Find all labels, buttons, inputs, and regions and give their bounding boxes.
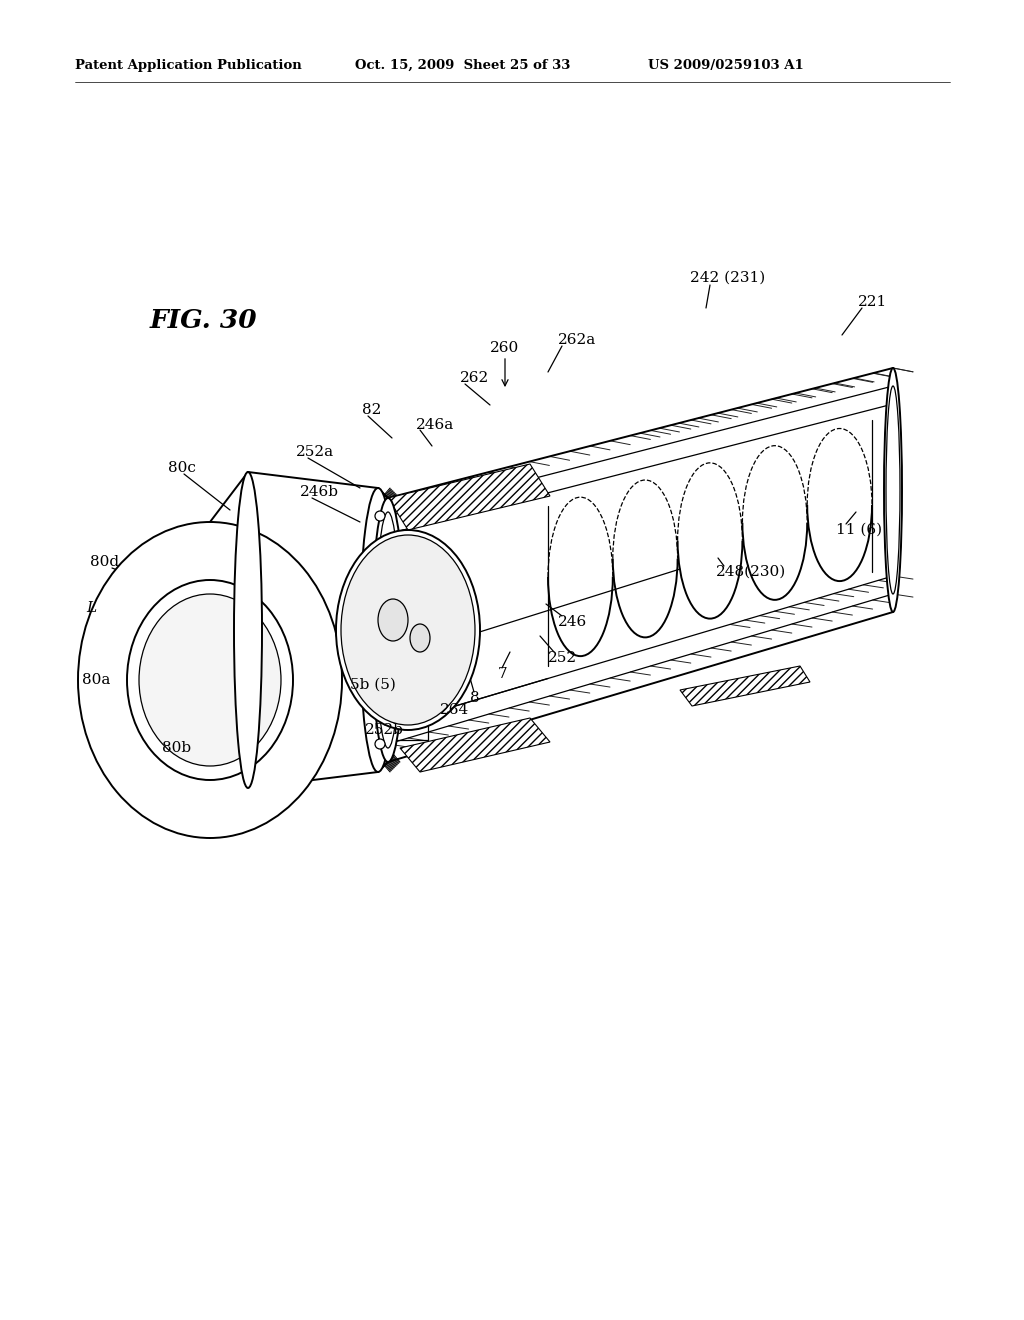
Text: 260: 260 — [490, 341, 519, 355]
Text: 5b (5): 5b (5) — [350, 678, 396, 692]
Text: 262a: 262a — [558, 333, 596, 347]
Ellipse shape — [341, 535, 475, 725]
Text: 82: 82 — [362, 403, 381, 417]
Text: 8: 8 — [470, 690, 479, 705]
Text: 264: 264 — [440, 704, 469, 717]
Ellipse shape — [376, 512, 400, 748]
Text: 80b: 80b — [162, 741, 191, 755]
Ellipse shape — [127, 579, 293, 780]
Ellipse shape — [336, 531, 480, 730]
Ellipse shape — [139, 594, 281, 766]
Text: 262: 262 — [460, 371, 489, 385]
Text: 252a: 252a — [296, 445, 334, 459]
Text: L: L — [86, 601, 96, 615]
Text: 246: 246 — [558, 615, 587, 630]
Polygon shape — [680, 667, 810, 706]
Ellipse shape — [886, 385, 900, 594]
Text: 80d: 80d — [90, 554, 119, 569]
Text: 11 (6): 11 (6) — [836, 523, 882, 537]
Polygon shape — [388, 465, 550, 531]
Text: 246a: 246a — [416, 418, 455, 432]
Ellipse shape — [360, 488, 396, 772]
Text: 221: 221 — [858, 294, 887, 309]
Ellipse shape — [884, 368, 902, 612]
Ellipse shape — [78, 521, 342, 838]
Text: Patent Application Publication: Patent Application Publication — [75, 58, 302, 71]
Text: 248(230): 248(230) — [716, 565, 786, 579]
Text: US 2009/0259103 A1: US 2009/0259103 A1 — [648, 58, 804, 71]
Ellipse shape — [378, 599, 408, 642]
Ellipse shape — [375, 511, 385, 521]
Text: FIG. 30: FIG. 30 — [150, 308, 258, 333]
Ellipse shape — [410, 624, 430, 652]
Text: 252b: 252b — [365, 723, 403, 737]
Ellipse shape — [234, 473, 262, 788]
Ellipse shape — [372, 498, 404, 762]
Text: 246b: 246b — [300, 484, 339, 499]
Text: 242 (231): 242 (231) — [690, 271, 765, 285]
Text: 80c: 80c — [168, 461, 196, 475]
Text: 80a: 80a — [82, 673, 111, 686]
Text: 252: 252 — [548, 651, 578, 665]
Polygon shape — [400, 718, 550, 772]
Text: 7: 7 — [498, 667, 508, 681]
Ellipse shape — [375, 739, 385, 748]
Text: Oct. 15, 2009  Sheet 25 of 33: Oct. 15, 2009 Sheet 25 of 33 — [355, 58, 570, 71]
